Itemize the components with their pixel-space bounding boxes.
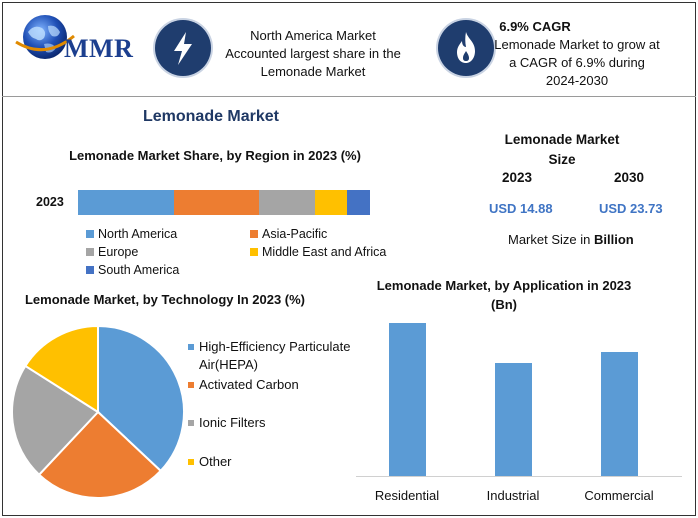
legend-label: High-Efficiency Particulate Air(HEPA) bbox=[199, 339, 351, 372]
market-size-unit: Billion bbox=[593, 232, 634, 247]
application-chart-title: Lemonade Market, by Application in 2023 … bbox=[376, 278, 632, 312]
market-size-title: Lemonade Market Size bbox=[504, 132, 620, 167]
flame-icon bbox=[438, 20, 494, 76]
application-bar bbox=[601, 351, 638, 476]
legend-label: South America bbox=[98, 263, 180, 277]
cagr-description: Lemonade Market to grow at a CAGR of 6.9… bbox=[494, 37, 660, 88]
application-category-label: Residential bbox=[374, 488, 440, 503]
north-america-highlight-text: North America Market Accounted largest s… bbox=[225, 28, 401, 79]
region-legend-item: Asia-Pacific bbox=[250, 227, 327, 241]
market-size-note: Market Size in Billion bbox=[508, 232, 634, 247]
legend-swatch bbox=[86, 230, 94, 238]
legend-swatch bbox=[188, 382, 194, 388]
pie-slice bbox=[37, 410, 163, 499]
main-title: Lemonade Market bbox=[142, 108, 280, 125]
region-legend-item: Europe bbox=[86, 245, 138, 259]
region-bar-segment bbox=[78, 190, 175, 215]
legend-swatch bbox=[86, 248, 94, 256]
region-legend-item: North America bbox=[86, 227, 177, 241]
pie-slice bbox=[11, 364, 100, 477]
legend-swatch bbox=[86, 266, 94, 274]
legend-label: Ionic Filters bbox=[199, 415, 266, 430]
size-year-2023: 2023 bbox=[502, 170, 533, 185]
legend-swatch bbox=[250, 248, 258, 256]
application-bar bbox=[389, 322, 426, 476]
size-value-2023: USD 14.88 bbox=[489, 201, 553, 216]
region-bar-segment bbox=[314, 190, 347, 215]
legend-swatch bbox=[250, 230, 258, 238]
region-legend-item: Middle East and Africa bbox=[250, 245, 386, 259]
region-bar-segment bbox=[346, 190, 370, 215]
pie-slice bbox=[24, 324, 99, 414]
technology-chart-title: Lemonade Market, by Technology In 2023 (… bbox=[24, 292, 306, 307]
technology-pie-chart bbox=[11, 324, 185, 499]
legend-label: Middle East and Africa bbox=[262, 245, 387, 259]
size-value-2030: USD 23.73 bbox=[599, 201, 663, 216]
application-axis-line bbox=[356, 476, 682, 477]
legend-label: Asia-Pacific bbox=[262, 227, 328, 241]
legend-label: Europe bbox=[98, 245, 139, 259]
region-chart-title: Lemonade Market Share, by Region in 2023… bbox=[69, 148, 361, 163]
brand-logo-text: MMR bbox=[64, 34, 134, 63]
legend-swatch bbox=[188, 344, 194, 350]
application-category-label: Commercial bbox=[584, 488, 654, 503]
legend-label: Other bbox=[199, 454, 232, 469]
region-bar-segment bbox=[174, 190, 260, 215]
region-legend-item: South America bbox=[86, 263, 179, 277]
cagr-title: 6.9% CAGR bbox=[499, 19, 571, 34]
technology-legend-item: High-Efficiency Particulate Air(HEPA) bbox=[188, 338, 364, 374]
technology-legend-item: Other bbox=[188, 453, 364, 471]
header-divider bbox=[2, 96, 696, 97]
globe-logo-icon bbox=[15, 15, 75, 59]
application-bar bbox=[495, 363, 532, 476]
pie-slice bbox=[97, 324, 185, 473]
technology-legend-item: Ionic Filters bbox=[188, 414, 364, 432]
technology-legend-item: Activated Carbon bbox=[188, 376, 364, 394]
size-year-2030: 2030 bbox=[614, 170, 645, 185]
legend-swatch bbox=[188, 420, 194, 426]
lightning-icon bbox=[155, 20, 211, 76]
application-category-label: Industrial bbox=[486, 488, 540, 503]
region-year-label: 2023 bbox=[36, 195, 64, 209]
legend-swatch bbox=[188, 459, 194, 465]
legend-label: North America bbox=[98, 227, 178, 241]
market-size-note-prefix: Market Size in bbox=[508, 232, 594, 247]
legend-label: Activated Carbon bbox=[199, 377, 299, 392]
region-bar-segment bbox=[259, 190, 315, 215]
